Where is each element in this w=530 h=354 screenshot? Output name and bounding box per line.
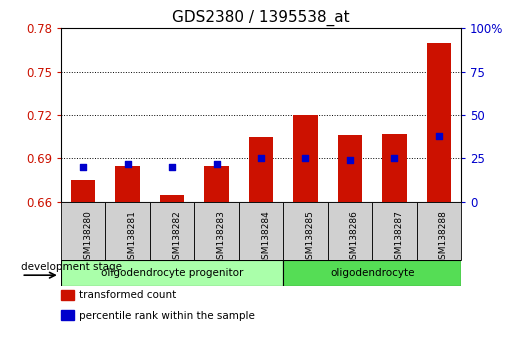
Bar (283, 202, 328, 260)
Text: GSM138280: GSM138280 (83, 211, 92, 266)
Bar (249, 137, 273, 202)
Text: GSM138282: GSM138282 (172, 211, 181, 265)
Bar (61, 290, 74, 300)
Text: GSM138281: GSM138281 (128, 211, 137, 266)
Bar (427, 43, 451, 202)
Text: percentile rank within the sample: percentile rank within the sample (79, 311, 255, 321)
Bar (61, 310, 74, 320)
Text: GSM138286: GSM138286 (350, 211, 359, 266)
Point (435, 133, 443, 139)
Bar (116, 166, 140, 202)
Point (257, 155, 266, 161)
Text: oligodendrocyte progenitor: oligodendrocyte progenitor (101, 268, 243, 278)
Text: development stage: development stage (21, 262, 122, 273)
Bar (293, 115, 317, 202)
Bar (205, 166, 229, 202)
Bar (71, 180, 95, 202)
Point (123, 161, 132, 166)
Point (301, 155, 310, 161)
Bar (61, 202, 105, 260)
Text: GSM138283: GSM138283 (217, 211, 226, 266)
Bar (160, 195, 184, 202)
Bar (150, 202, 195, 260)
Bar (372, 202, 417, 260)
Point (346, 157, 354, 163)
Text: GSM138284: GSM138284 (261, 211, 270, 265)
Bar (105, 202, 150, 260)
Title: GDS2380 / 1395538_at: GDS2380 / 1395538_at (172, 9, 350, 25)
Point (168, 164, 176, 170)
Bar (338, 135, 362, 202)
Point (79, 164, 87, 170)
Bar (195, 202, 239, 260)
Text: GSM138288: GSM138288 (439, 211, 448, 266)
Bar (328, 202, 372, 260)
Bar (61, 260, 283, 286)
Bar (417, 202, 461, 260)
Text: transformed count: transformed count (79, 290, 176, 300)
Text: GSM138285: GSM138285 (305, 211, 314, 266)
Bar (283, 260, 461, 286)
Point (213, 161, 221, 166)
Text: oligodendrocyte: oligodendrocyte (330, 268, 414, 278)
Bar (239, 202, 283, 260)
Text: GSM138287: GSM138287 (394, 211, 403, 266)
Bar (382, 134, 407, 202)
Point (390, 155, 399, 161)
